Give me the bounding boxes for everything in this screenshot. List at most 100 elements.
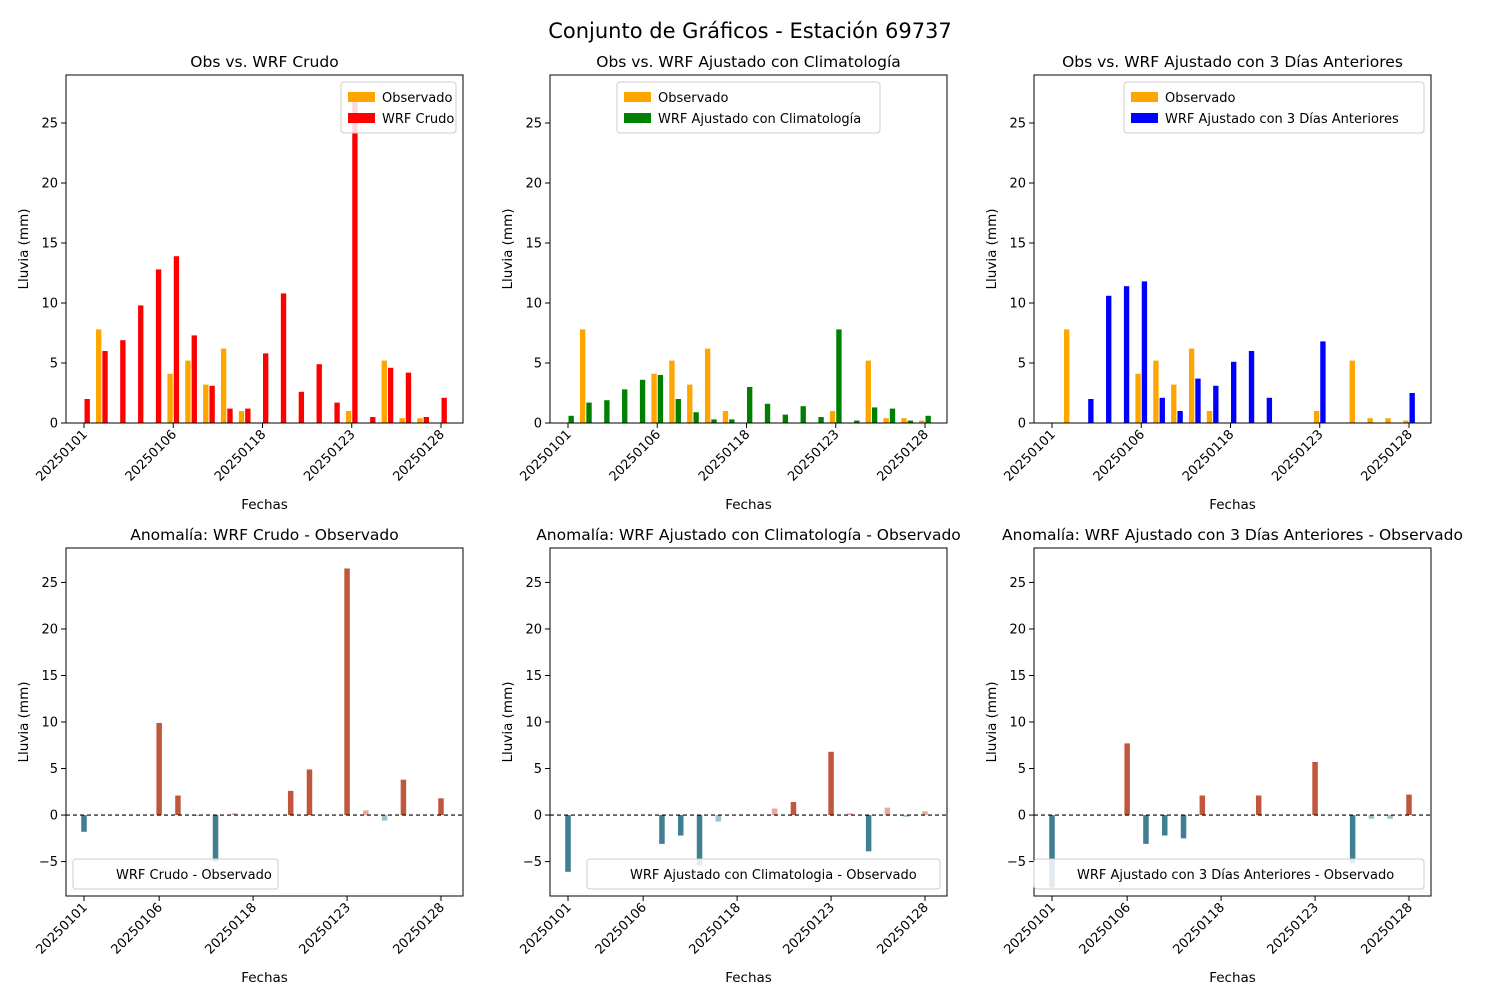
bar (604, 400, 610, 423)
bar (565, 815, 571, 872)
legend: WRF Crudo - Observado (72, 858, 279, 890)
y-tick-label: 5 (534, 762, 542, 777)
bar (212, 815, 219, 862)
bar (1387, 815, 1393, 819)
x-tick-label: 20250101 (1001, 427, 1058, 484)
bar (95, 329, 102, 423)
bar (231, 813, 238, 816)
plot-frame (549, 74, 948, 424)
x-tick-label: 20250118 (1171, 900, 1228, 957)
bar (1367, 418, 1373, 423)
bar (203, 384, 209, 423)
bar (568, 415, 574, 423)
bar (344, 568, 350, 816)
bar (622, 389, 628, 423)
bar (1177, 411, 1183, 423)
bar (438, 798, 444, 816)
y-tick-label: 15 (41, 669, 58, 684)
y-tick-label: 0 (1018, 809, 1026, 824)
bar (1255, 795, 1262, 816)
bar (677, 815, 684, 836)
bar (871, 407, 878, 423)
x-tick-label: 20250123 (1269, 427, 1326, 484)
bar (1180, 815, 1187, 839)
x-tick-label: 20250123 (301, 427, 358, 484)
legend-box (1123, 81, 1425, 134)
x-tick-label: 20250128 (874, 900, 931, 957)
bar (173, 256, 180, 423)
bar (1206, 411, 1213, 423)
chart-panel-6: Anomalía: WRF Ajustado con 3 Días Anteri… (984, 526, 1463, 986)
y-tick-label: 20 (1009, 622, 1026, 637)
y-tick-label: 10 (1009, 716, 1026, 731)
bar (1313, 411, 1320, 423)
bar (227, 408, 233, 423)
bar (1406, 794, 1412, 816)
legend: Observado WRF Crudo (340, 81, 457, 134)
bar (884, 807, 891, 816)
bar (400, 779, 407, 816)
bar (669, 360, 675, 423)
bar (657, 375, 664, 423)
bar (800, 406, 806, 423)
legend-label: WRF Ajustado con 3 Días Anteriores - Obs… (1077, 868, 1394, 883)
legend-label: WRF Ajustado con Climatología (658, 112, 861, 127)
bar (1320, 341, 1326, 423)
y-axis-label: Lluvia (mm) (984, 682, 1000, 763)
legend-label: Observado (658, 91, 729, 106)
y-tick-label: 25 (41, 576, 58, 591)
legend-label: Observado (382, 91, 453, 106)
bar (675, 399, 681, 423)
bar (1385, 418, 1391, 423)
bar (81, 815, 87, 832)
y-tick-label: 25 (525, 576, 542, 591)
x-tick-label: 20250128 (390, 900, 447, 957)
y-tick-label: 20 (525, 177, 542, 192)
y-tick-label: 5 (534, 357, 542, 372)
x-tick-label: 20250123 (780, 900, 837, 957)
x-tick-label: 20250106 (109, 900, 166, 957)
bar (1049, 815, 1055, 888)
bar (836, 329, 842, 423)
bar (651, 373, 657, 423)
y-tick-label: 20 (41, 177, 58, 192)
chart-panel-4: Anomalía: WRF Crudo - Observado −5 0 5 10 15 2… (16, 526, 464, 986)
legend-swatch (1131, 113, 1158, 123)
legend-label: Observado (1165, 91, 1236, 106)
bar (711, 419, 717, 423)
x-tick-label: 20250106 (607, 427, 664, 484)
x-tick-label: 20250106 (593, 900, 650, 957)
y-tick-label: 0 (50, 809, 58, 824)
y-tick-label: 10 (1009, 297, 1026, 312)
bar (922, 811, 928, 816)
y-tick-label: 25 (1009, 576, 1026, 591)
bar (865, 815, 872, 852)
bar (854, 420, 860, 423)
bar (287, 790, 294, 816)
x-axis-label: Fechas (241, 970, 288, 986)
bar (659, 815, 665, 844)
bar (102, 351, 108, 423)
bar (1248, 351, 1255, 423)
bar (1171, 384, 1177, 423)
x-tick-label: 20250101 (33, 900, 90, 957)
bar (1088, 399, 1094, 423)
bar (120, 340, 126, 423)
x-tick-label: 20250101 (517, 900, 574, 957)
bar (1195, 378, 1201, 423)
legend: Observado WRF Ajustado con Climatología (616, 81, 881, 134)
bar (586, 402, 592, 423)
y-tick-label: 10 (525, 716, 542, 731)
y-tick-label: 15 (525, 669, 542, 684)
bar (818, 417, 824, 423)
legend-box (586, 858, 941, 890)
bar (370, 417, 376, 423)
bar (790, 802, 797, 816)
bar (865, 360, 871, 423)
bar (316, 364, 322, 423)
bar (722, 411, 729, 423)
bar (399, 418, 405, 423)
y-tick-label: −5 (39, 855, 58, 870)
plot-frame (549, 547, 948, 897)
